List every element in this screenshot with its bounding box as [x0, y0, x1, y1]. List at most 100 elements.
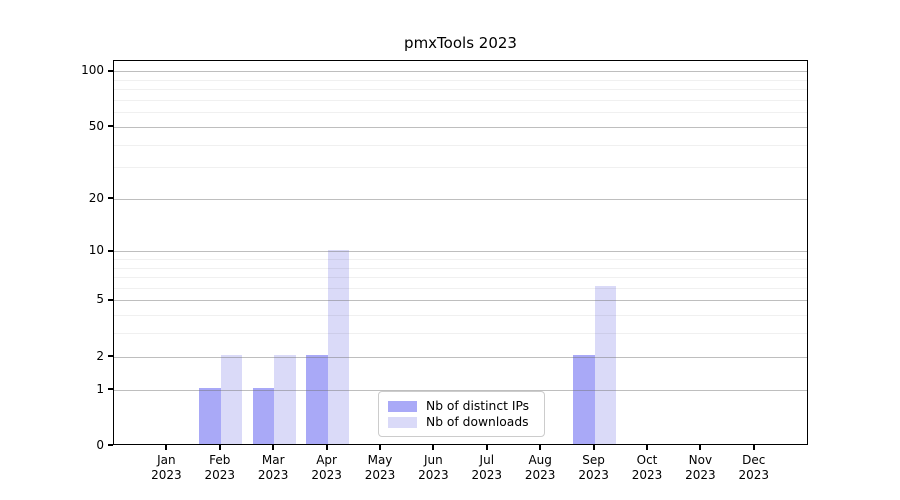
y-axis-tick	[108, 249, 113, 252]
x-tick-year: 2023	[738, 468, 770, 482]
x-tick-month: Sep	[582, 453, 605, 467]
minor-gridline	[114, 333, 807, 335]
x-axis-tick	[592, 445, 595, 450]
x-tick-month: Mar	[261, 453, 285, 467]
y-tick-label: 50	[88, 118, 104, 133]
x-tick-year: 2023	[578, 468, 609, 482]
y-tick-label: 0	[96, 437, 104, 452]
x-tick-month: Jan	[157, 453, 176, 467]
y-tick-label: 2	[96, 348, 104, 363]
minor-gridline	[114, 287, 807, 289]
major-gridline	[114, 71, 807, 73]
x-tick-label: Jan 2023	[134, 453, 198, 483]
bar-mar-ips	[252, 387, 275, 444]
x-axis-tick	[272, 445, 275, 450]
y-tick-label: 100	[81, 63, 104, 78]
x-axis-tick	[218, 445, 221, 450]
minor-gridline	[114, 267, 807, 269]
y-tick-label: 10	[88, 243, 104, 258]
legend: Nb of distinct IPs Nb of downloads	[378, 391, 545, 437]
bar-feb-downloads	[220, 354, 243, 444]
minor-gridline	[114, 79, 807, 81]
major-gridline	[114, 356, 807, 358]
bar-sep-ips	[573, 354, 595, 444]
bar-apr-downloads	[327, 249, 350, 444]
bar-mar-downloads	[274, 354, 296, 444]
legend-label: Nb of downloads	[426, 415, 529, 429]
x-axis-tick	[325, 445, 328, 450]
x-tick-month: Oct	[636, 453, 658, 467]
x-axis-tick	[379, 445, 381, 450]
minor-gridline	[114, 100, 807, 101]
x-tick-label: Oct 2023	[615, 453, 679, 483]
y-axis-tick	[108, 444, 113, 447]
x-tick-label: Mar 2023	[241, 453, 305, 483]
major-gridline	[114, 300, 807, 302]
x-tick-month: May	[367, 453, 393, 467]
x-tick-label: Sep 2023	[562, 453, 626, 483]
x-tick-year: 2023	[204, 468, 236, 482]
x-tick-year: 2023	[471, 468, 503, 482]
minor-gridline	[114, 277, 807, 279]
x-tick-label: Jun 2023	[401, 453, 465, 483]
y-axis-tick	[108, 355, 113, 358]
x-tick-month: Dec	[742, 453, 766, 467]
y-axis-tick	[108, 388, 113, 391]
y-axis-tick	[108, 125, 113, 128]
y-tick-label: 20	[88, 190, 104, 205]
x-tick-year: 2023	[151, 468, 182, 482]
x-tick-year: 2023	[631, 468, 663, 482]
x-axis-tick	[539, 445, 542, 450]
x-tick-month: Jun	[424, 453, 443, 467]
minor-gridline	[114, 112, 807, 114]
plot-area: Nb of distinct IPs Nb of downloads	[113, 60, 808, 445]
x-tick-month: Feb	[209, 453, 231, 467]
major-gridline	[114, 389, 807, 391]
bar-sep-downloads	[594, 286, 617, 444]
x-tick-label: Jul 2023	[455, 453, 519, 483]
minor-gridline	[114, 315, 807, 317]
x-tick-label: Feb 2023	[188, 453, 252, 483]
y-axis-tick	[108, 298, 113, 301]
x-tick-year: 2023	[418, 468, 449, 482]
legend-swatch	[388, 416, 417, 428]
legend-row: Nb of downloads	[388, 414, 534, 430]
x-tick-year: 2023	[257, 468, 289, 482]
y-tick-label: 5	[96, 292, 104, 307]
x-tick-label: Apr 2023	[295, 453, 359, 483]
x-tick-month: Aug	[528, 453, 552, 467]
x-tick-month: Jul	[479, 453, 495, 467]
minor-gridline	[114, 259, 807, 260]
legend-label: Nb of distinct IPs	[426, 399, 530, 413]
minor-gridline	[114, 167, 807, 169]
x-tick-label: May 2023	[348, 453, 412, 483]
minor-gridline	[114, 144, 807, 146]
major-gridline	[114, 251, 807, 253]
x-axis-tick	[485, 445, 488, 450]
x-tick-month: Nov	[688, 453, 713, 467]
y-axis-tick	[108, 197, 113, 200]
x-axis-tick	[432, 445, 435, 450]
x-tick-month: Apr	[316, 453, 337, 467]
minor-gridline	[114, 89, 807, 91]
major-gridline	[114, 126, 807, 128]
x-tick-label: Aug 2023	[508, 453, 572, 483]
x-tick-label: Dec 2023	[722, 453, 786, 483]
x-tick-label: Nov 2023	[668, 453, 732, 483]
x-axis-tick	[646, 445, 648, 450]
major-gridline	[114, 198, 807, 200]
bar-apr-ips	[306, 354, 328, 444]
chart-title: pmxTools 2023	[404, 34, 517, 52]
x-tick-year: 2023	[524, 468, 556, 482]
y-tick-label: 1	[96, 381, 104, 396]
x-tick-year: 2023	[685, 468, 716, 482]
legend-row: Nb of distinct IPs	[388, 398, 534, 414]
x-axis-tick	[165, 445, 168, 450]
x-tick-year: 2023	[311, 468, 342, 482]
x-axis-tick	[752, 445, 755, 450]
x-axis-tick	[699, 445, 702, 450]
legend-swatch	[388, 400, 417, 412]
bar-feb-ips	[199, 387, 221, 444]
x-tick-year: 2023	[364, 468, 396, 482]
